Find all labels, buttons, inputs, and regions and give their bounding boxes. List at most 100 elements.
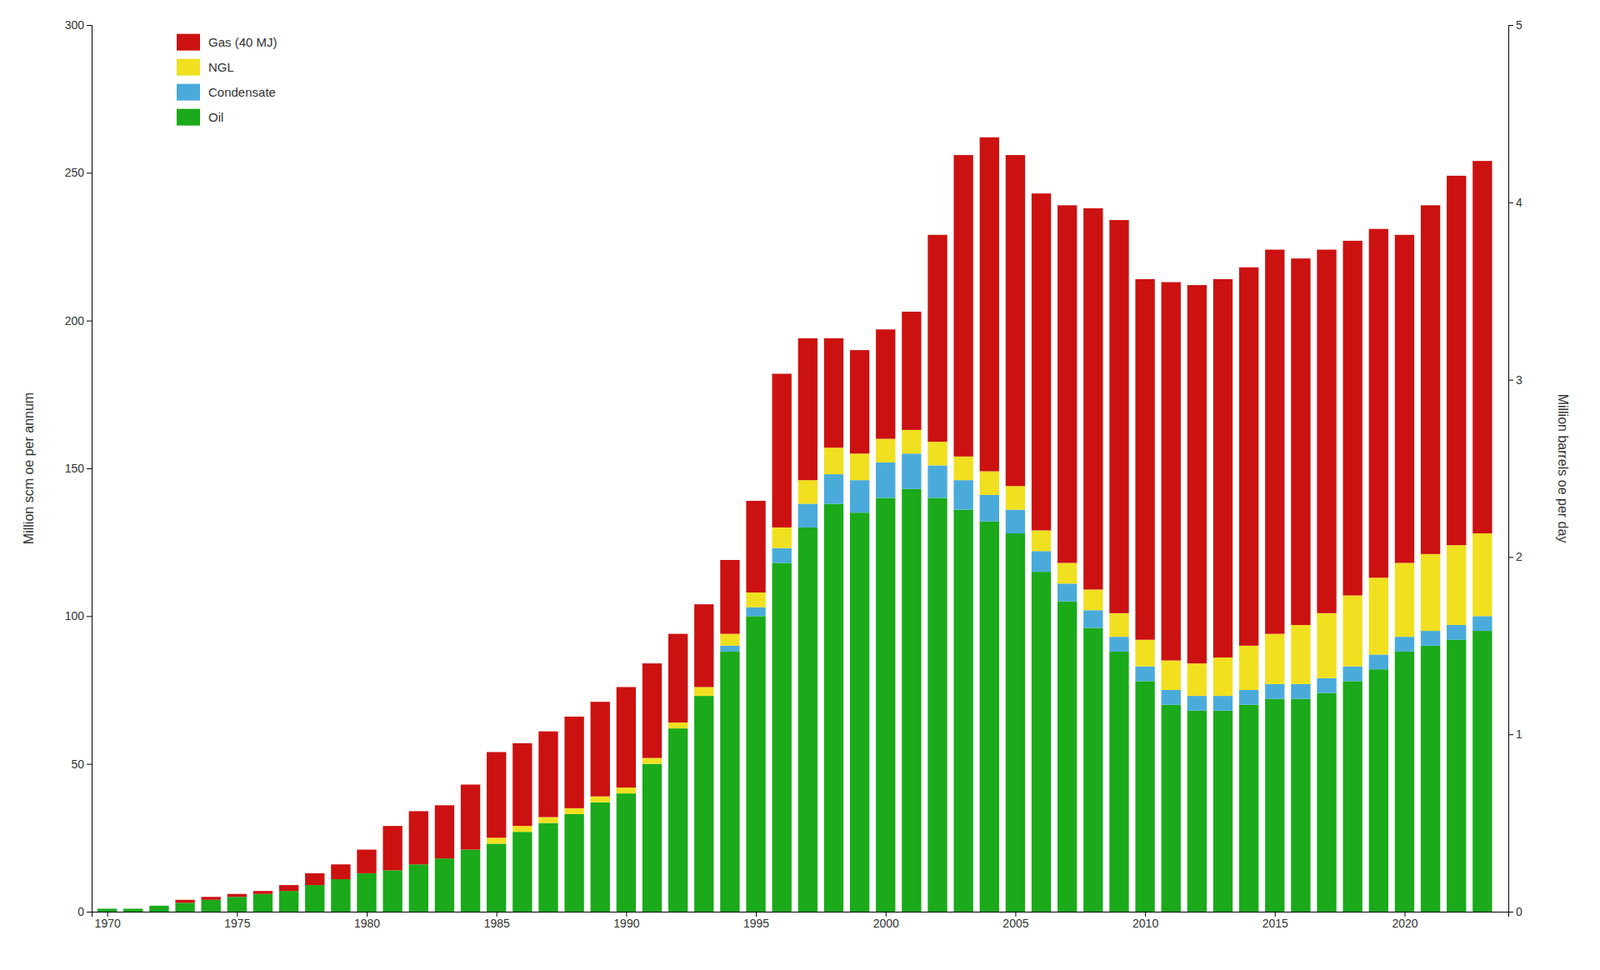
bar: [772, 548, 792, 564]
bar: [1369, 669, 1389, 912]
tick-mark: [1508, 556, 1514, 558]
bar: [772, 374, 792, 528]
bar: [1316, 678, 1336, 694]
legend-label: Oil: [208, 110, 224, 125]
bar: [460, 850, 480, 912]
tick-label: 1985: [484, 916, 510, 930]
bar: [279, 890, 299, 912]
bar: [720, 651, 740, 912]
bar: [1031, 550, 1051, 572]
bar: [824, 474, 844, 504]
bar: [1239, 705, 1259, 912]
bar: [149, 905, 169, 906]
tick: 50: [70, 757, 92, 771]
bar-series: [175, 137, 1492, 904]
bar: [1135, 666, 1155, 682]
legend-item: Condensate: [176, 84, 276, 101]
tick: 1985: [484, 911, 510, 930]
y-axis: 050100150200250300: [65, 18, 93, 919]
tick-label: 4: [1515, 195, 1523, 210]
bar: [330, 864, 350, 880]
bar: [1472, 630, 1492, 912]
tick-label: 50: [70, 757, 85, 771]
bar: [642, 663, 662, 758]
bar: [1135, 279, 1155, 640]
bar: [123, 908, 143, 912]
tick-mark: [86, 468, 92, 470]
y2-axis-title: Million barrels oe per day: [1555, 394, 1570, 544]
bar: [1316, 250, 1336, 614]
bar: [409, 864, 429, 912]
bar: [720, 560, 740, 635]
bar: [1395, 562, 1415, 637]
bar: [201, 900, 221, 912]
bar: [824, 447, 844, 475]
tick: 200: [65, 314, 92, 328]
bar: [1057, 205, 1077, 563]
bar: [253, 894, 273, 912]
bar: [590, 796, 610, 803]
bar: [305, 873, 325, 885]
bar: [1446, 640, 1466, 912]
bar: [616, 793, 636, 912]
bar: [642, 764, 662, 912]
bar: [1369, 577, 1389, 655]
bar: [97, 908, 117, 910]
tick: 1980: [354, 911, 380, 930]
bar: [538, 823, 558, 912]
bar: [875, 497, 895, 912]
bar: [305, 885, 325, 912]
bar: [1161, 660, 1181, 690]
tick-label: 200: [65, 314, 85, 328]
bar: [694, 695, 714, 912]
bar: [1395, 235, 1415, 564]
bar: [1135, 640, 1155, 667]
bar: [694, 604, 714, 687]
bar: [1005, 485, 1025, 510]
tick-label: 1995: [743, 916, 770, 930]
bar: [590, 802, 610, 912]
bar: [409, 810, 429, 865]
tick: 100: [65, 609, 92, 623]
bar: [1265, 250, 1285, 635]
bar: [772, 562, 792, 912]
tick-label: 250: [65, 165, 85, 180]
bar: [1343, 595, 1363, 667]
bar: [824, 338, 844, 448]
bar: [356, 850, 376, 874]
bar: [616, 787, 636, 794]
bar: [927, 235, 947, 442]
tick-label: 0: [1515, 905, 1523, 919]
tick-label: 1980: [354, 916, 380, 930]
bar: [435, 858, 455, 912]
tick: 300: [65, 18, 92, 32]
bar: [486, 837, 506, 844]
bar: [798, 338, 818, 480]
tick-mark: [1508, 380, 1514, 381]
bar: [1369, 654, 1389, 670]
bar: [279, 885, 299, 891]
bar: [538, 731, 558, 818]
bar: [1031, 571, 1051, 912]
tick-label: 1970: [95, 916, 121, 930]
bar: [927, 497, 947, 912]
bar: [538, 817, 558, 824]
tick-mark: [86, 172, 92, 174]
bar: [1161, 282, 1181, 661]
bar: [824, 504, 844, 912]
bar: [1161, 705, 1181, 912]
bar: [1187, 285, 1207, 664]
bar: [901, 489, 921, 912]
bar: [1135, 680, 1155, 912]
tick: 0: [1508, 905, 1523, 919]
bar: [1446, 625, 1466, 640]
bar: [694, 686, 714, 696]
legend: Gas (40 MJ)NGLCondensateOil: [176, 34, 278, 126]
bar: [123, 908, 143, 910]
legend-swatch: [176, 34, 200, 51]
bar: [1290, 258, 1310, 625]
tick: 0: [77, 905, 92, 919]
legend-label: Gas (40 MJ): [208, 35, 278, 50]
tick: 4: [1508, 195, 1523, 210]
bar: [901, 311, 921, 430]
